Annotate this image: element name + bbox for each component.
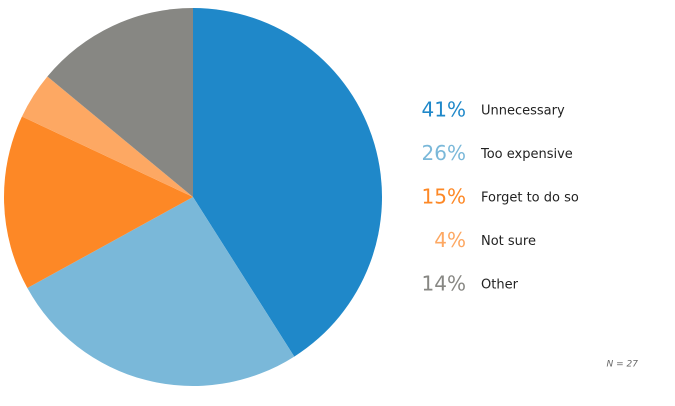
pie-slice <box>193 8 383 357</box>
legend-value: 4% <box>434 228 466 252</box>
legend-value: 41% <box>422 98 466 122</box>
pie-slice <box>21 76 193 197</box>
legend-value: 15% <box>422 185 466 209</box>
pie-slice <box>3 116 193 289</box>
legend-label: Too expensive <box>480 147 573 162</box>
legend-label: Forget to do so <box>481 191 579 206</box>
annotation: N = 27 <box>607 360 639 370</box>
legend-value: 14% <box>422 272 466 296</box>
legend-value: 26% <box>422 141 466 165</box>
legend-label: Not sure <box>481 234 536 249</box>
legend-label: Other <box>481 278 519 293</box>
legend-label: Unnecessary <box>481 104 565 119</box>
pie-slice <box>47 8 193 197</box>
pie-slice <box>27 197 295 386</box>
